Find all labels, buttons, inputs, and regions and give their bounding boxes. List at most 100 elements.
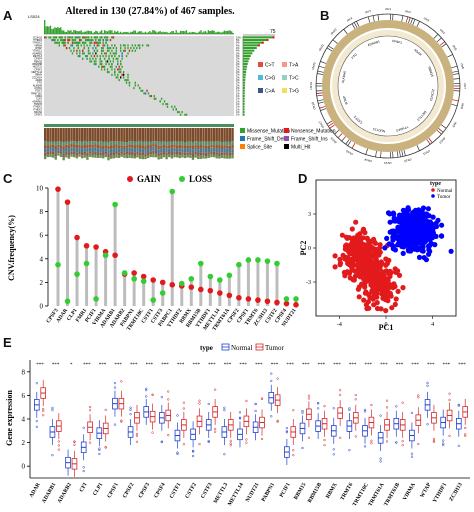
oncoplot-cell — [165, 103, 167, 106]
titv-segment — [226, 155, 229, 159]
oncoplot-cell — [89, 60, 91, 63]
titv-segment — [228, 148, 232, 153]
titv-segment — [215, 154, 218, 159]
oncoplot-cell — [102, 44, 104, 47]
oncoplot-cell — [99, 41, 101, 44]
pca-point — [367, 257, 374, 263]
top-mutation-bar — [231, 31, 233, 34]
titv-segment — [128, 151, 131, 156]
e-x-label: TRMT6 — [340, 482, 355, 502]
titv-segment — [168, 154, 171, 158]
oncoplot-cell — [101, 60, 103, 63]
chromosome-band — [452, 73, 459, 75]
circos-gene-labels: CPSF1ADARRBM15ZC3H13METTL3YTHDF3NUDT21CS… — [341, 39, 436, 133]
loss-point — [131, 276, 137, 282]
loss-point — [112, 201, 118, 208]
titv-segment — [210, 141, 213, 145]
titv-segment — [49, 141, 52, 146]
oncoplot-cell — [172, 108, 175, 111]
oncoplot-cell — [122, 44, 125, 47]
titv-segment — [120, 128, 123, 142]
variant-legend-label: Splice_Site — [247, 145, 272, 151]
titv-segment — [202, 145, 205, 149]
top-mutation-bar — [139, 31, 141, 34]
pca-point — [396, 272, 403, 278]
gene-nonsense-bar — [261, 41, 264, 44]
oncoplot-cell — [131, 49, 134, 52]
pca-point — [405, 211, 411, 218]
titv-segment — [73, 151, 76, 155]
titv-segment — [70, 147, 73, 152]
pca-point — [395, 229, 402, 235]
oncoplot-cell — [114, 52, 116, 55]
oncoplot-cell — [71, 52, 74, 55]
oncoplot-cell — [55, 36, 58, 39]
top-bar-max-label: LS024 — [28, 14, 40, 19]
top-mutation-bar — [118, 32, 120, 34]
box-outlier — [285, 431, 289, 434]
titv-segment — [149, 145, 152, 148]
titv-segment — [57, 150, 60, 154]
e-significance-mark: *** — [239, 363, 247, 368]
chromosome-band — [405, 16, 409, 23]
titv-segment — [51, 141, 55, 145]
titv-segment — [223, 128, 226, 142]
e-x-label: CSTF3 — [200, 482, 214, 500]
top-mutation-bar — [89, 30, 91, 34]
oncoplot-cell — [99, 60, 101, 63]
box-outlier — [129, 406, 132, 409]
box-outlier — [207, 439, 210, 443]
top-mutation-bar — [174, 32, 176, 34]
titv-segment — [80, 155, 84, 159]
oncoplot-cell — [77, 47, 80, 50]
pca-point — [438, 233, 445, 239]
titv-segment — [218, 128, 221, 142]
e-legend-title: type — [200, 344, 213, 352]
oncoplot-cell — [109, 47, 112, 50]
titv-segment — [215, 141, 218, 146]
oncoplot-cell — [139, 87, 141, 90]
titv-segment — [49, 154, 52, 158]
c-y-tick-label: 2 — [40, 279, 44, 287]
titv-segment — [146, 141, 150, 146]
top-mutation-bar — [185, 30, 188, 34]
top-mutation-bar — [103, 30, 106, 34]
titv-segment — [104, 151, 108, 155]
box-outlier — [354, 435, 357, 438]
top-mutation-bar — [179, 30, 182, 34]
box-outlier — [113, 381, 117, 385]
d-legend-dot — [431, 188, 435, 192]
titv-segment — [88, 151, 92, 154]
oncoplot-cell — [93, 41, 96, 44]
c-y-tick-label: 0 — [40, 303, 44, 311]
box-outlier — [370, 403, 373, 407]
titv-segment — [152, 144, 155, 147]
pca-point — [416, 238, 422, 244]
chromosome-band — [329, 124, 335, 129]
chromosome-label: chr22 — [329, 27, 337, 35]
oncoplot-cell — [114, 44, 116, 47]
pca-point — [388, 293, 394, 299]
gene-mutation-bar — [243, 78, 246, 82]
e-x-label: ADAR — [29, 481, 43, 499]
box-outlier — [145, 387, 148, 390]
titv-segment — [78, 154, 81, 157]
panel-a-oncoplot: Altered in 130 (27.84%) of 467 samples. … — [28, 6, 336, 161]
top-mutation-bar — [229, 30, 231, 34]
titv-segment — [173, 151, 176, 155]
titv-segment — [131, 151, 134, 156]
box-outlier — [448, 392, 451, 395]
chromosome-band — [451, 65, 458, 69]
box-outlier — [182, 443, 186, 446]
titv-segment — [99, 128, 102, 142]
e-x-label: CLP1 — [92, 482, 104, 497]
oncoplot-cell — [160, 97, 163, 100]
box-outlier — [417, 442, 420, 446]
oncoplot-cell — [101, 36, 103, 39]
top-mutation-bar — [168, 32, 170, 34]
oncoplot-cell — [141, 89, 144, 92]
e-x-label: METTL14 — [227, 482, 245, 507]
titv-segment — [202, 152, 205, 156]
gain-point — [226, 292, 233, 299]
oncoplot-cell — [74, 39, 77, 42]
